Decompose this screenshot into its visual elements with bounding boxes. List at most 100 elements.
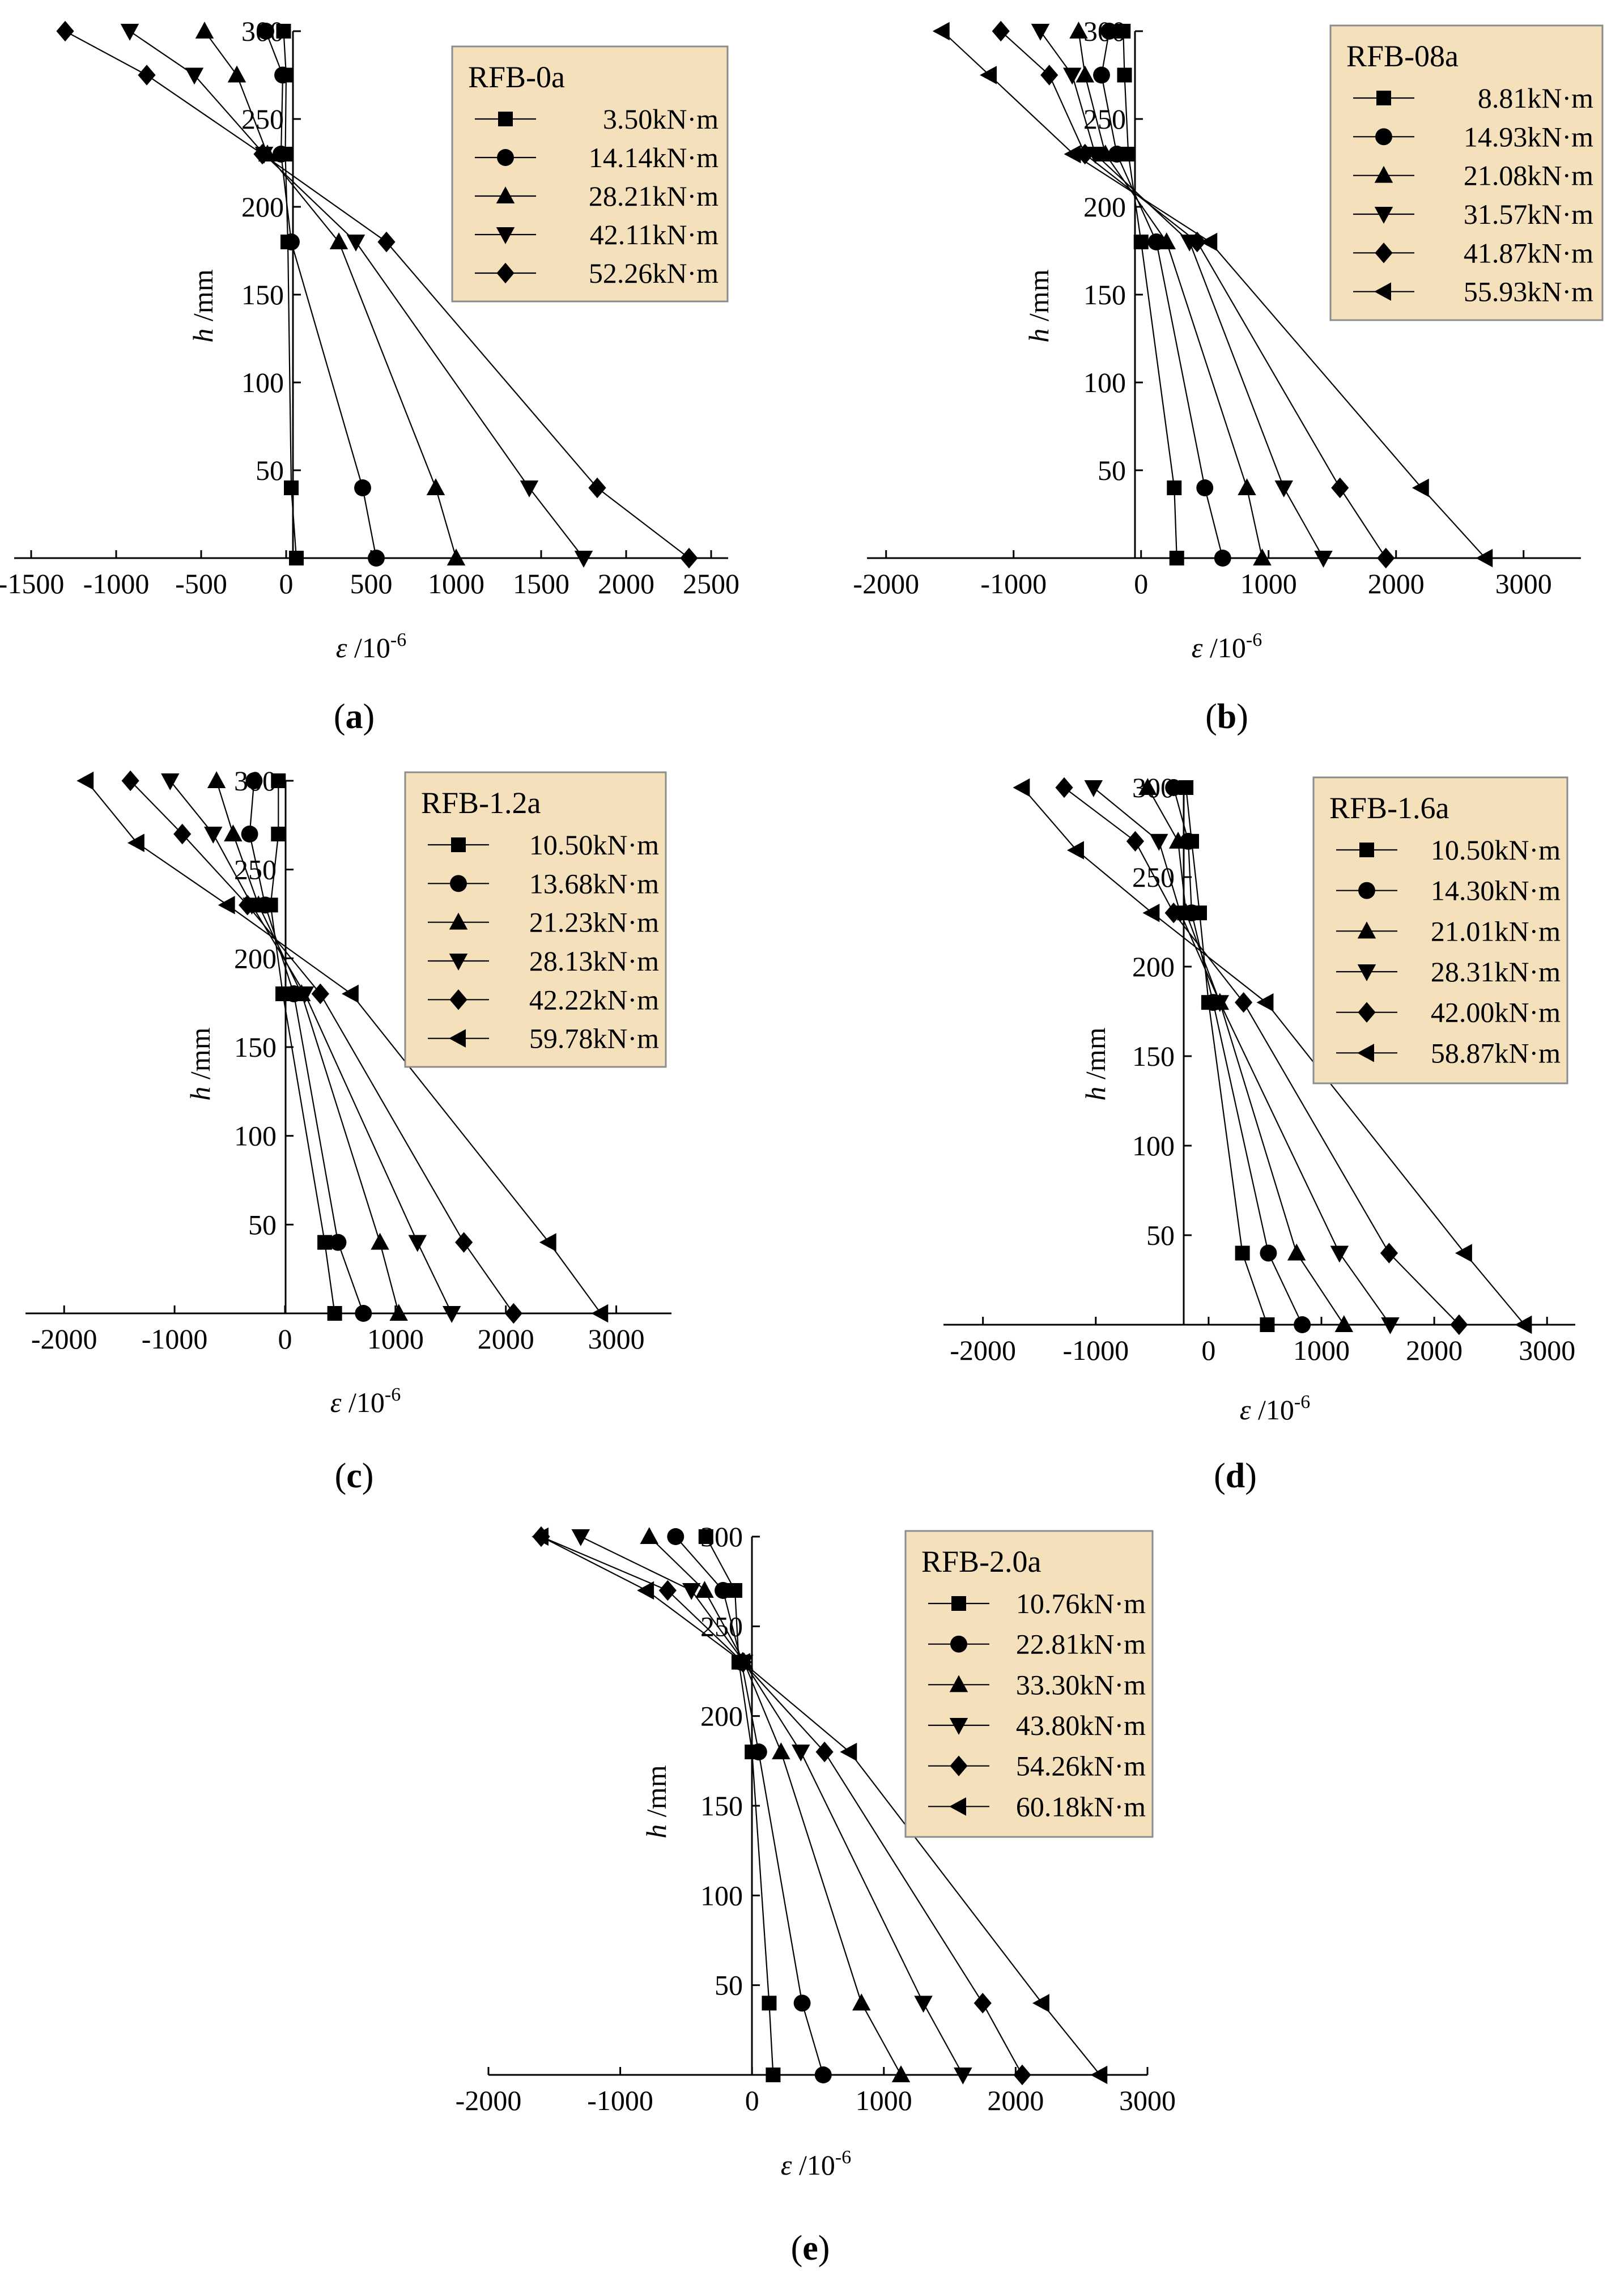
y-tick-label: 200 (700, 1700, 743, 1732)
data-point (814, 2066, 832, 2083)
data-point (389, 1304, 408, 1321)
data-point (1238, 478, 1256, 495)
legend-marker (449, 954, 468, 971)
series-line (129, 31, 584, 559)
data-point (682, 1583, 701, 1600)
data-point (932, 22, 950, 41)
x-tick-label: -2000 (31, 1323, 97, 1355)
y-tick-label: 50 (1098, 454, 1126, 486)
data-point (1064, 144, 1081, 164)
data-point (762, 1996, 777, 2011)
legend-box (404, 771, 667, 1068)
y-tick-label: 50 (248, 1209, 277, 1240)
data-point (341, 984, 359, 1003)
series-line (675, 1536, 824, 2075)
data-point (442, 1306, 461, 1323)
data-point (1075, 65, 1094, 83)
data-point (695, 1581, 714, 1598)
x-axis-title: ε /10-6 (1192, 629, 1262, 663)
data-point (1013, 2064, 1031, 2086)
data-point (1330, 1245, 1349, 1263)
x-axis-title: ε /10-6 (1240, 1392, 1310, 1426)
data-point (271, 773, 286, 788)
data-point (426, 478, 445, 495)
data-point (1380, 1243, 1398, 1264)
data-point (371, 1232, 389, 1250)
data-point (1013, 778, 1030, 797)
data-point (1084, 780, 1103, 797)
legend-marker (1374, 165, 1393, 183)
data-point (1031, 24, 1050, 41)
series-line (1022, 787, 1525, 1325)
data-point (120, 24, 139, 41)
legend-entry: 8.81kN·m (1478, 82, 1593, 114)
data-point (218, 896, 235, 914)
y-tick-label: 50 (1146, 1219, 1175, 1251)
data-point (1214, 550, 1231, 567)
legend-title: RFB-08a (1346, 39, 1459, 73)
legend-entry: 42.11kN·m (590, 219, 719, 250)
data-point (980, 66, 997, 84)
data-point (1133, 235, 1149, 249)
panel-label: (b) (1205, 697, 1248, 736)
series-line (541, 1535, 1023, 2075)
data-point (891, 2065, 911, 2082)
legend-marker (1357, 964, 1376, 981)
y-tick-label: 100 (234, 1120, 277, 1152)
data-point (840, 1742, 857, 1762)
legend-marker (496, 227, 515, 244)
data-point (680, 547, 698, 569)
data-point (227, 65, 246, 83)
legend-entry: 3.50kN·m (603, 103, 719, 135)
legend-marker (949, 1797, 966, 1816)
data-point (253, 143, 271, 165)
x-tick-label: 0 (1201, 1334, 1215, 1366)
y-tick-label: 200 (1083, 191, 1126, 223)
legend-title: RFB-2.0a (921, 1545, 1041, 1579)
data-point (973, 1993, 992, 2014)
data-point (224, 824, 243, 841)
y-axis-title: h /mm (640, 1765, 672, 1838)
x-tick-label: 1000 (1293, 1334, 1350, 1366)
legend-entry: 10.50kN·m (529, 829, 659, 861)
x-tick-label: 3000 (1495, 568, 1552, 599)
y-tick-label: 100 (1132, 1130, 1175, 1162)
data-point (204, 827, 223, 844)
legend-box (451, 45, 729, 303)
legend-marker (450, 875, 467, 892)
y-tick-label: 100 (700, 1879, 743, 1911)
data-point (1150, 833, 1168, 851)
x-tick-label: 2000 (1368, 568, 1425, 599)
y-axis-title: h /mm (1079, 1027, 1111, 1100)
x-axis-title: ε /10-6 (781, 2147, 851, 2181)
data-point (1377, 547, 1395, 569)
data-point (185, 67, 204, 85)
data-point (346, 235, 365, 252)
legend-title: RFB-1.6a (1329, 791, 1449, 825)
data-point (1169, 551, 1184, 565)
series-line (541, 1536, 1101, 2075)
data-point (520, 480, 539, 497)
data-point (733, 1653, 750, 1671)
legend-entry: 60.18kN·m (1016, 1790, 1146, 1822)
legend-marker (1358, 882, 1375, 899)
panel-a: -1500 -1000 -500 0 500 1000 1500 2000 2500 50 100 1… (0, 15, 739, 736)
y-tick-label: 50 (715, 1970, 743, 2001)
x-tick-label: 1000 (367, 1323, 424, 1355)
data-point (1476, 548, 1493, 568)
data-point (273, 146, 290, 163)
series-line (942, 31, 1486, 559)
data-point (1274, 480, 1293, 497)
data-point (241, 826, 258, 843)
data-point (539, 1233, 556, 1252)
legend-entry: 21.23kN·m (529, 907, 659, 938)
data-point (1157, 232, 1176, 249)
panel-label: (c) (335, 1457, 374, 1495)
data-point (667, 1528, 685, 1545)
legend-entry: 13.68kN·m (529, 867, 659, 899)
data-point (792, 1745, 810, 1762)
data-point (1294, 1316, 1311, 1333)
legend-marker (496, 186, 515, 203)
y-tick-label: 250 (1083, 103, 1126, 135)
data-point (1210, 995, 1230, 1013)
